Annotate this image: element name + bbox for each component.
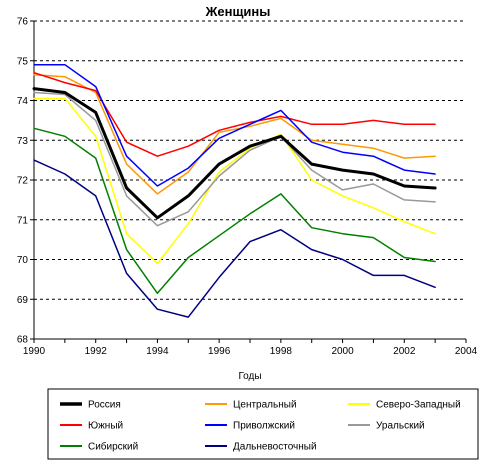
legend-label: Дальневосточный <box>233 442 317 453</box>
y-tick-label: 71 <box>17 215 29 226</box>
chart-title: Женщины <box>205 4 271 19</box>
y-tick-label: 70 <box>17 255 29 266</box>
series-line <box>32 87 437 220</box>
chart-grid <box>34 20 466 300</box>
x-axis-label: Годы <box>238 371 261 382</box>
x-tick-label: 1996 <box>208 346 231 357</box>
x-tick-label: 1992 <box>85 346 108 357</box>
legend-label: Уральский <box>376 421 425 432</box>
series-line <box>33 97 436 265</box>
x-tick-label: 2004 <box>455 346 478 357</box>
series-line <box>33 63 436 187</box>
legend-label: Приволжский <box>233 421 295 432</box>
chart-series <box>32 63 437 318</box>
legend-label: Южный <box>88 421 123 432</box>
x-tick-label: 2002 <box>393 346 416 357</box>
legend-label: Сибирский <box>88 441 138 453</box>
x-tick-label: 1990 <box>23 346 46 357</box>
x-tick-label: 1998 <box>270 346 293 357</box>
y-tick-label: 76 <box>17 17 29 28</box>
series-line <box>33 73 436 195</box>
y-tick-label: 75 <box>17 56 29 67</box>
chart-axes <box>30 20 467 343</box>
legend-label: Центральный <box>233 400 297 411</box>
legend-label: Северо-Западный <box>376 400 461 411</box>
y-tick-label: 69 <box>17 295 29 306</box>
x-tick-label: 1994 <box>146 346 169 357</box>
series-line <box>33 91 436 227</box>
y-tick-label: 68 <box>17 335 29 346</box>
chart-ticks: 68 69 70 71 72 73 74 75 76 1990 1992 1994 1996 1998 20… <box>17 17 478 358</box>
legend-label: Россия <box>88 400 121 411</box>
y-tick-label: 73 <box>17 136 29 147</box>
series-line <box>33 159 436 318</box>
series-line <box>33 127 436 295</box>
x-tick-label: 2000 <box>331 346 354 357</box>
y-tick-label: 74 <box>17 96 29 107</box>
chart-legend: Россия Центральный Северо-Западный Южный При… <box>47 388 479 460</box>
y-tick-label: 72 <box>17 176 29 187</box>
legend-box <box>47 388 479 460</box>
